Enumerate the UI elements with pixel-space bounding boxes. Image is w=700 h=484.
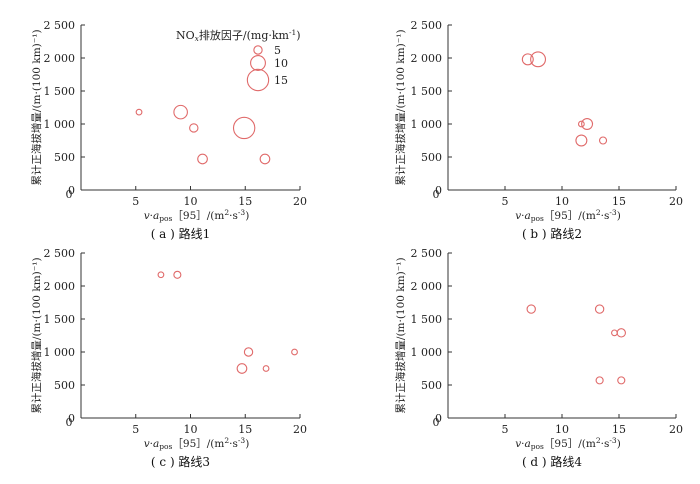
y-tick-label: 1 500 bbox=[411, 313, 443, 326]
x-tick-label: 10 bbox=[555, 423, 569, 436]
scatter-point bbox=[232, 116, 256, 140]
scatter-point bbox=[173, 104, 188, 120]
scatter-point bbox=[598, 136, 608, 145]
scatter-point bbox=[575, 134, 588, 147]
scatter-point bbox=[521, 53, 534, 66]
x-tick-label: 20 bbox=[669, 195, 683, 208]
chart-panel-4: 0 500 1 000 1 500 2 000 2 500 5 10 15 20 0 累计正海拔增量/… bbox=[394, 247, 683, 469]
y-tick-label: 1 000 bbox=[44, 346, 76, 359]
scatter-point bbox=[243, 347, 254, 357]
y-tick-label: 2 000 bbox=[411, 52, 443, 65]
y-axis-label: 累计正海拔增量/(m·(100 km)⁻¹) bbox=[30, 29, 43, 185]
chart-panel-3: 0 500 1 000 1 500 2 000 2 500 5 10 15 20 0 累计正海拔增量/… bbox=[30, 247, 307, 469]
y-tick-label: 1 000 bbox=[44, 118, 76, 131]
legend-marker bbox=[246, 68, 270, 92]
x-axis-label: v·apos［95］/(m2·s-3) bbox=[144, 208, 250, 223]
y-tick-label: 2 000 bbox=[44, 280, 76, 293]
y-tick-label: 0 bbox=[435, 184, 442, 197]
x-tick-label: 20 bbox=[293, 423, 307, 436]
scatter-point bbox=[173, 270, 182, 279]
y-tick-label: 0 bbox=[68, 184, 75, 197]
origin-label: 0 bbox=[433, 416, 440, 429]
y-tick-label: 1 500 bbox=[44, 85, 76, 98]
x-axis-label: v·apos［95］/(m2·s-3) bbox=[144, 436, 250, 451]
y-tick-label: 500 bbox=[54, 151, 75, 164]
y-tick-label: 2 500 bbox=[411, 247, 443, 260]
legend-title: NOx排放因子/(mg·km-1) bbox=[176, 28, 301, 43]
scatter-point bbox=[581, 118, 594, 131]
x-tick-label: 10 bbox=[184, 423, 198, 436]
scatter-point bbox=[291, 348, 298, 356]
scatter-point bbox=[157, 271, 165, 279]
x-tick-label: 10 bbox=[555, 195, 569, 208]
y-tick-label: 0 bbox=[435, 412, 442, 425]
scatter-point bbox=[530, 51, 547, 68]
y-axis-label: 累计正海拔增量/(m·(100 km)⁻¹) bbox=[394, 29, 407, 185]
x-tick-label: 20 bbox=[669, 423, 683, 436]
scatter-point bbox=[594, 304, 605, 314]
scatter-point bbox=[526, 304, 536, 314]
scatter-point bbox=[611, 329, 618, 337]
x-tick-label: 5 bbox=[502, 423, 509, 436]
panel-caption: ( c ) 路线3 bbox=[151, 454, 210, 469]
scatter-point bbox=[189, 123, 199, 133]
x-tick-label: 5 bbox=[132, 195, 139, 208]
x-tick-label: 15 bbox=[612, 423, 626, 436]
y-tick-label: 1 500 bbox=[44, 313, 76, 326]
x-tick-label: 10 bbox=[184, 195, 198, 208]
scatter-point bbox=[259, 153, 271, 165]
panel-caption: ( a ) 路线1 bbox=[151, 226, 211, 241]
y-tick-label: 2 000 bbox=[411, 280, 443, 293]
origin-label: 0 bbox=[66, 416, 73, 429]
y-tick-label: 500 bbox=[421, 151, 442, 164]
legend-marker bbox=[253, 45, 263, 55]
legend-label: 5 bbox=[274, 44, 281, 57]
x-tick-label: 15 bbox=[238, 195, 252, 208]
scatter-point bbox=[262, 365, 270, 372]
y-tick-label: 500 bbox=[421, 379, 442, 392]
scatter-point bbox=[577, 120, 585, 128]
x-axis-label: v·apos［95］/(m2·s-3) bbox=[515, 436, 621, 451]
scatter-point bbox=[135, 108, 143, 116]
x-tick-label: 15 bbox=[238, 423, 252, 436]
scatter-point bbox=[616, 328, 626, 338]
scatter-point bbox=[617, 376, 626, 385]
chart-panel-2: 0 500 1 000 1 500 2 000 2 500 5 10 15 20 0 累计正海拔增量/… bbox=[394, 19, 683, 241]
scatter-point bbox=[595, 376, 604, 385]
origin-label: 0 bbox=[433, 188, 440, 201]
y-tick-label: 2 500 bbox=[411, 19, 443, 32]
x-tick-label: 15 bbox=[612, 195, 626, 208]
scatter-point bbox=[236, 363, 248, 374]
x-tick-label: 5 bbox=[502, 195, 509, 208]
y-tick-label: 0 bbox=[68, 412, 75, 425]
scatter-point bbox=[197, 153, 208, 165]
y-tick-label: 1 500 bbox=[411, 85, 443, 98]
y-axis-label: 累计正海拔增量/(m·(100 km)⁻¹) bbox=[394, 257, 407, 413]
x-tick-label: 20 bbox=[293, 195, 307, 208]
origin-label: 0 bbox=[66, 188, 73, 201]
x-tick-label: 5 bbox=[132, 423, 139, 436]
panel-caption: ( b ) 路线2 bbox=[522, 226, 582, 241]
y-tick-label: 2 000 bbox=[44, 52, 76, 65]
legend-marker bbox=[250, 55, 266, 71]
legend-label: 10 bbox=[274, 57, 288, 70]
y-tick-label: 2 500 bbox=[44, 247, 76, 260]
x-axis-label: v·apos［95］/(m2·s-3) bbox=[515, 208, 621, 223]
panel-caption: ( d ) 路线4 bbox=[522, 454, 582, 469]
legend-label: 15 bbox=[274, 74, 288, 87]
y-tick-label: 1 000 bbox=[411, 118, 443, 131]
size-legend: NOx排放因子/(mg·km-1)510 15 bbox=[176, 28, 301, 92]
y-tick-label: 500 bbox=[54, 379, 75, 392]
y-tick-label: 1 000 bbox=[411, 346, 443, 359]
y-axis-label: 累计正海拔增量/(m·(100 km)⁻¹) bbox=[30, 257, 43, 413]
y-tick-label: 2 500 bbox=[44, 19, 76, 32]
